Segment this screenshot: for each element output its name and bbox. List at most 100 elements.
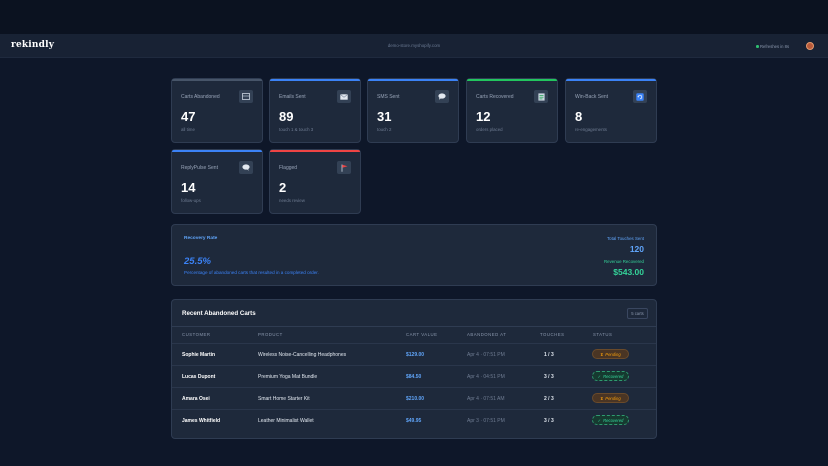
card-value: 12 (476, 109, 491, 124)
app-header: rekindly demo-store.myshopify.com Refres… (0, 34, 828, 58)
table-row[interactable]: Lucas Dupont Premium Yoga Mat Bundle $84… (172, 365, 656, 387)
cart-value: $49.95 (406, 418, 422, 424)
live-dot-icon (756, 45, 759, 48)
status-label: Recovered (603, 373, 624, 379)
card-sub: needs review (279, 198, 305, 203)
card-sub: all time (181, 127, 195, 132)
card-value: 31 (377, 109, 392, 124)
avatar[interactable] (806, 42, 814, 50)
flag-icon (337, 161, 351, 174)
recovery-rate-value: 25.5% (184, 256, 211, 267)
recent-carts-table: Recent Abandoned Carts 5 carts CUSTOMER … (171, 299, 657, 439)
check-icon: ✓ (597, 417, 602, 423)
cart-count-badge: 5 carts (627, 308, 648, 319)
product-name: Leather Minimalist Wallet (258, 418, 314, 424)
status-label: Pending (605, 395, 621, 401)
card-accent-bar (368, 79, 458, 81)
refresh-indicator: Refreshes in 8s (756, 44, 789, 49)
recovery-title: Recovery Rate (184, 236, 218, 241)
revenue-recovered-label: Revenue Recovered (603, 259, 644, 264)
status-label: Pending (605, 351, 621, 357)
product-name: Smart Home Starter Kit (258, 396, 310, 402)
table-row[interactable]: Sophie Martin Wireless Noise-Cancelling … (172, 343, 656, 365)
refresh-icon (633, 90, 647, 103)
stat-card-win-back-sent: Win-Back Sent 8 re-engagements (565, 78, 657, 143)
abandoned-at: Apr 3 · 07:51 PM (467, 418, 505, 424)
stat-card-flagged: Flagged 2 needs review (269, 149, 361, 214)
card-value: 89 (279, 109, 294, 124)
hourglass-icon: ⧗ (600, 395, 604, 401)
cart-icon (239, 90, 253, 103)
card-label: Flagged (279, 165, 298, 171)
table-title: Recent Abandoned Carts (182, 310, 256, 317)
total-touches-label: Total Touches Sent (606, 236, 644, 241)
card-sub: touch 2 (377, 127, 392, 132)
col-header-status[interactable]: STATUS (593, 332, 613, 337)
status-badge: ⧗ Pending (592, 393, 629, 403)
total-touches-value: 120 (629, 244, 644, 254)
card-accent-bar (566, 79, 656, 81)
card-label: ReplyPulse Sent (181, 165, 218, 171)
divider (172, 326, 656, 327)
customer-name: James Whitfield (182, 418, 221, 424)
card-value: 14 (181, 180, 196, 195)
card-value: 2 (279, 180, 287, 195)
revenue-recovered-value: $543.00 (613, 267, 644, 277)
stat-card-carts-recovered: Carts Recovered 12 orders placed (466, 78, 558, 143)
col-header-customer[interactable]: CUSTOMER (182, 332, 211, 337)
col-header-cart-value[interactable]: CART VALUE (406, 332, 438, 337)
top-strip (0, 0, 828, 34)
hourglass-icon: ⧗ (600, 351, 604, 357)
stat-card-sms-sent: SMS Sent 31 touch 2 (367, 78, 459, 143)
card-label: Win-Back Sent (575, 94, 609, 100)
card-value: 47 (181, 109, 196, 124)
stat-card-replypulse-sent: ReplyPulse Sent 14 follow-ups (171, 149, 263, 214)
abandoned-at: Apr 4 · 07:51 AM (467, 396, 505, 402)
abandoned-at: Apr 4 · 07:51 PM (467, 352, 505, 358)
card-accent-bar (270, 150, 360, 152)
recovery-description: Percentage of abandoned carts that resul… (184, 270, 319, 275)
envelope-icon (337, 90, 351, 103)
card-accent-bar (172, 79, 262, 81)
status-badge: ✓ Recovered (592, 415, 629, 425)
card-label: Carts Abandoned (181, 94, 220, 100)
store-domain: demo-store.myshopify.com (387, 43, 441, 48)
touches: 2 / 3 (544, 396, 554, 402)
card-accent-bar (172, 150, 262, 152)
stat-card-emails-sent: Emails Sent 89 touch 1 & touch 3 (269, 78, 361, 143)
cart-value: $129.00 (406, 352, 425, 358)
table-row[interactable]: Amara Osei Smart Home Starter Kit $210.0… (172, 387, 656, 409)
card-sub: re-engagements (575, 127, 607, 132)
card-sub: touch 1 & touch 3 (279, 127, 314, 132)
product-name: Wireless Noise-Cancelling Headphones (258, 352, 347, 358)
card-label: Emails Sent (279, 94, 306, 100)
table-row[interactable]: James Whitfield Leather Minimalist Walle… (172, 409, 656, 431)
col-header-product[interactable]: PRODUCT (258, 332, 283, 337)
card-sub: follow-ups (181, 198, 201, 203)
customer-name: Lucas Dupont (182, 374, 216, 380)
status-label: Recovered (603, 417, 624, 423)
card-label: Carts Recovered (476, 94, 514, 100)
status-badge: ✓ Recovered (592, 371, 629, 381)
touches: 3 / 3 (544, 374, 554, 380)
customer-name: Amara Osei (182, 396, 210, 402)
cart-value: $84.50 (406, 374, 422, 380)
card-label: SMS Sent (377, 94, 400, 100)
card-value: 8 (575, 109, 583, 124)
stat-card-carts-abandoned: Carts Abandoned 47 all time (171, 78, 263, 143)
chat-icon (435, 90, 449, 103)
recovery-rate-panel: Recovery Rate 25.5% Percentage of abando… (171, 224, 657, 286)
abandoned-at: Apr 4 · 04:51 PM (467, 374, 505, 380)
col-header-abandoned-at[interactable]: ABANDONED AT (467, 332, 507, 337)
card-accent-bar (467, 79, 557, 81)
touches: 1 / 3 (544, 352, 554, 358)
status-badge: ⧗ Pending (592, 349, 629, 359)
refresh-label: Refreshes in 8s (760, 43, 790, 49)
card-accent-bar (270, 79, 360, 81)
product-name: Premium Yoga Mat Bundle (258, 374, 318, 380)
cart-value: $210.00 (406, 396, 425, 402)
brand-logo[interactable]: rekindly (11, 40, 55, 50)
touches: 3 / 3 (544, 418, 554, 424)
col-header-touches[interactable]: TOUCHES (540, 332, 565, 337)
card-sub: orders placed (476, 127, 503, 132)
